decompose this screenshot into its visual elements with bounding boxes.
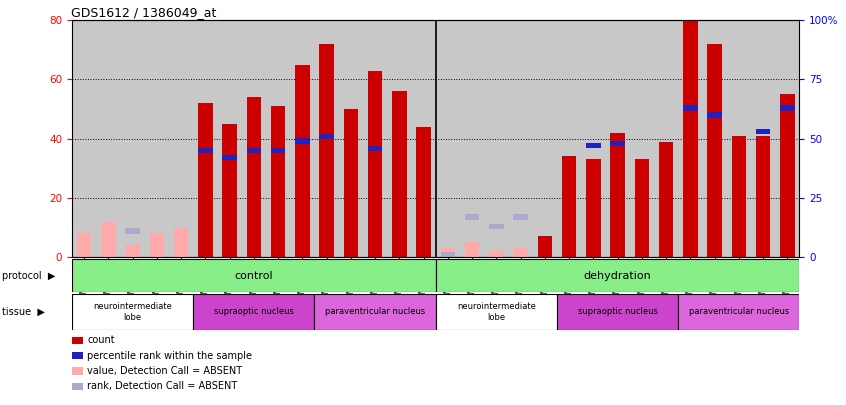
Bar <box>707 112 722 118</box>
Bar <box>464 214 480 220</box>
Bar <box>125 228 140 234</box>
Bar <box>659 142 673 257</box>
Bar <box>392 92 407 257</box>
Bar <box>72 294 193 330</box>
Text: protocol  ▶: protocol ▶ <box>2 271 55 281</box>
Text: GDS1612 / 1386049_at: GDS1612 / 1386049_at <box>71 6 217 19</box>
Bar <box>436 294 557 330</box>
Bar <box>72 259 436 292</box>
Bar <box>683 20 698 257</box>
Bar <box>514 248 528 257</box>
Bar <box>755 129 771 134</box>
Bar <box>441 252 455 258</box>
Bar <box>489 251 503 257</box>
Bar <box>464 242 480 257</box>
Text: value, Detection Call = ABSENT: value, Detection Call = ABSENT <box>87 366 242 376</box>
Bar <box>707 44 722 257</box>
Bar <box>246 97 261 257</box>
Bar <box>610 141 625 146</box>
Bar <box>683 105 698 111</box>
Text: paraventricular nucleus: paraventricular nucleus <box>689 307 789 316</box>
Bar <box>319 134 334 139</box>
Bar <box>441 248 455 257</box>
Bar <box>780 105 794 111</box>
Bar <box>755 136 771 257</box>
Bar <box>198 103 212 257</box>
Bar <box>436 259 799 292</box>
Bar <box>368 70 382 257</box>
Bar <box>514 214 528 220</box>
Bar <box>610 133 625 257</box>
Bar <box>150 233 164 257</box>
Bar <box>271 106 285 257</box>
Text: tissue  ▶: tissue ▶ <box>2 307 45 317</box>
Bar <box>77 233 91 257</box>
Bar <box>557 294 678 330</box>
Bar <box>295 65 310 257</box>
Bar <box>780 94 794 257</box>
Text: paraventricular nucleus: paraventricular nucleus <box>325 307 426 316</box>
Bar <box>222 155 237 160</box>
Bar <box>271 148 285 153</box>
Text: control: control <box>234 271 273 281</box>
Bar <box>125 245 140 257</box>
Bar <box>489 224 503 229</box>
Bar <box>198 148 212 153</box>
Bar <box>562 156 576 257</box>
Bar <box>586 143 601 149</box>
Bar <box>173 228 189 257</box>
Text: rank, Detection Call = ABSENT: rank, Detection Call = ABSENT <box>87 382 238 391</box>
Bar <box>537 237 552 257</box>
Bar <box>246 148 261 153</box>
Text: supraoptic nucleus: supraoptic nucleus <box>578 307 657 316</box>
Text: percentile rank within the sample: percentile rank within the sample <box>87 351 252 360</box>
Bar <box>101 222 116 257</box>
Text: dehydration: dehydration <box>584 271 651 281</box>
Text: count: count <box>87 335 115 345</box>
Bar <box>586 160 601 257</box>
Bar <box>343 109 358 257</box>
Bar <box>368 145 382 151</box>
Bar <box>222 124 237 257</box>
Bar <box>732 136 746 257</box>
Text: neurointermediate
lobe: neurointermediate lobe <box>457 302 536 322</box>
Text: neurointermediate
lobe: neurointermediate lobe <box>93 302 172 322</box>
Bar <box>193 294 315 330</box>
Bar <box>295 139 310 144</box>
Bar <box>319 44 334 257</box>
Bar <box>678 294 799 330</box>
Bar <box>416 127 431 257</box>
Bar <box>315 294 436 330</box>
Text: supraoptic nucleus: supraoptic nucleus <box>214 307 294 316</box>
Bar <box>634 160 649 257</box>
